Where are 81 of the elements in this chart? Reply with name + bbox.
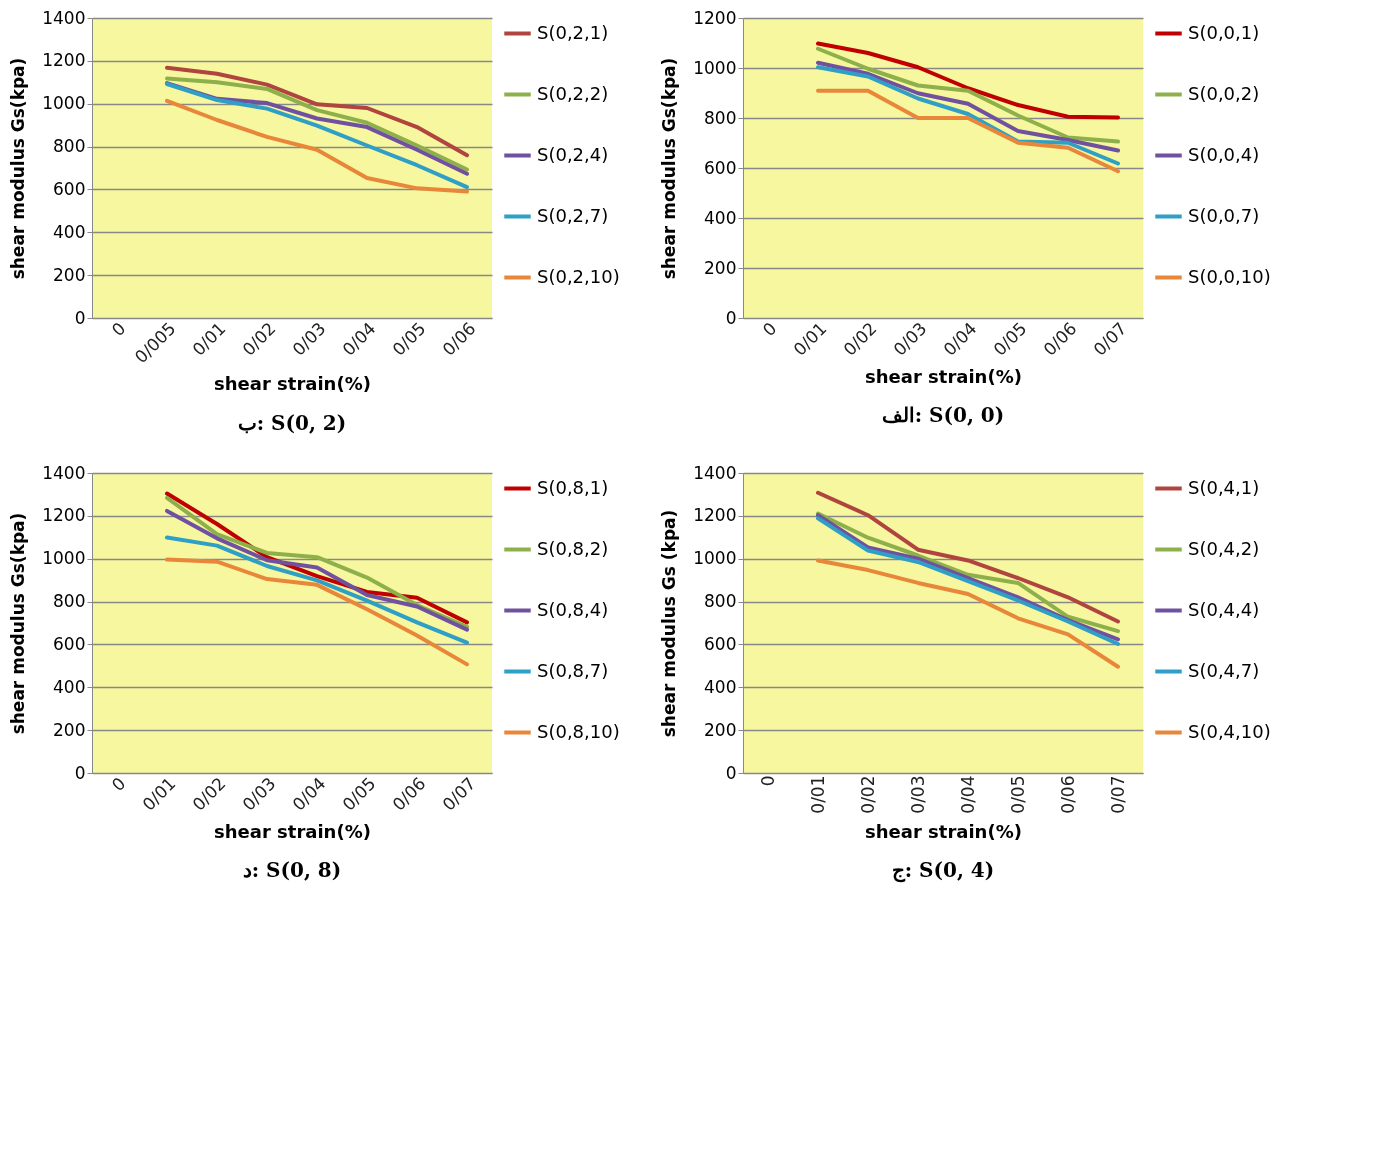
y-tick-label: 1000 — [693, 548, 737, 569]
x-axis-title: shear strain(%) — [865, 365, 1022, 387]
legend-label: S(0,0,7) — [1188, 204, 1260, 226]
x-tick-label: 0/01 — [807, 775, 828, 814]
legend-label: S(0,8,10) — [537, 720, 620, 742]
y-tick-label: 600 — [53, 633, 86, 654]
legend-label: S(0,8,2) — [537, 537, 609, 559]
legend-label: S(0,4,1) — [1188, 476, 1260, 498]
legend-label: S(0,2,10) — [537, 265, 620, 287]
line-series — [165, 65, 469, 158]
x-axis-title: shear strain(%) — [214, 373, 371, 395]
line-series — [165, 98, 469, 194]
x-tick-label: 0 — [107, 318, 130, 341]
legend-label: S(0,8,1) — [537, 476, 609, 498]
legend-label: S(0,2,1) — [537, 21, 609, 43]
x-tick-label: 0/03 — [907, 775, 928, 814]
y-tick-label: 600 — [704, 633, 737, 654]
legend-label: S(0,2,7) — [537, 204, 609, 226]
x-tick-label: 0 — [757, 775, 778, 787]
y-tick-label: 200 — [53, 264, 86, 285]
y-tick-label: 200 — [704, 257, 737, 278]
y-tick-label: 1200 — [42, 50, 86, 71]
x-tick-label: 0/05 — [1007, 775, 1028, 814]
line-series — [816, 558, 1120, 669]
legend-label: S(0,8,7) — [537, 659, 609, 681]
x-axis-title: shear strain(%) — [214, 820, 371, 842]
x-tick-label: 0/06 — [1057, 775, 1078, 814]
y-axis-title: shear modulus Gs(kpa) — [8, 512, 29, 735]
text: الف: S(0, 0) — [881, 403, 1005, 428]
y-tick-label: 200 — [53, 719, 86, 740]
legend-label: S(0,2,2) — [537, 82, 609, 104]
y-axis-title: shear modulus Gs(kpa) — [8, 57, 29, 280]
legend-label: S(0,2,4) — [537, 143, 609, 165]
line-series — [816, 60, 1120, 153]
line-series — [165, 535, 469, 645]
y-tick-label: 200 — [704, 719, 737, 740]
y-axis-title: shear modulus Gs (kpa) — [659, 509, 680, 738]
y-tick-label: 1400 — [42, 462, 86, 483]
y-tick-label: 1000 — [42, 548, 86, 569]
text: د: S(0, 8) — [242, 858, 342, 883]
y-tick-label: 400 — [53, 676, 86, 697]
x-tick-label: 0 — [758, 318, 781, 341]
y-tick-label: 1400 — [42, 7, 86, 28]
legend-label: S(0,8,4) — [537, 598, 609, 620]
x-tick-label: 0/04 — [957, 775, 978, 814]
legend-label: S(0,0,10) — [1188, 265, 1271, 287]
y-tick-label: 1400 — [693, 462, 737, 483]
y-tick-label: 400 — [704, 676, 737, 697]
x-axis-title: shear strain(%) — [865, 820, 1022, 842]
text: ب: S(0, 2) — [237, 410, 347, 435]
y-tick-label: 800 — [53, 136, 86, 157]
y-tick-label: 400 — [53, 221, 86, 242]
y-tick-label: 600 — [704, 157, 737, 178]
line-series — [816, 46, 1120, 144]
legend-label: S(0,0,1) — [1188, 21, 1260, 43]
y-tick-label: 800 — [704, 591, 737, 612]
legend-label: S(0,4,4) — [1188, 598, 1260, 620]
y-tick-label: 1200 — [42, 505, 86, 526]
y-tick-label: 800 — [704, 107, 737, 128]
legend-label: S(0,0,2) — [1188, 82, 1260, 104]
x-tick-label: 0/02 — [857, 775, 878, 814]
line-series — [816, 490, 1120, 624]
y-axis-title: shear modulus Gs(kpa) — [659, 57, 680, 280]
y-tick-label: 400 — [704, 207, 737, 228]
y-tick-label: 600 — [53, 178, 86, 199]
line-series — [816, 41, 1120, 120]
legend-label: S(0,4,7) — [1188, 659, 1260, 681]
y-tick-label: 1000 — [693, 57, 737, 78]
text: ج: S(0, 4) — [891, 858, 995, 884]
line-series — [165, 557, 469, 667]
x-tick-label: 0/07 — [1107, 775, 1128, 814]
x-tick-label: 0 — [107, 773, 130, 796]
y-tick-label: 800 — [53, 591, 86, 612]
legend-label: S(0,4,10) — [1188, 720, 1271, 742]
y-tick-label: 1200 — [693, 7, 737, 28]
y-tick-label: 1200 — [693, 505, 737, 526]
line-series — [816, 65, 1120, 166]
y-tick-label: 1000 — [42, 93, 86, 114]
line-series — [816, 88, 1120, 174]
legend-label: S(0,4,2) — [1188, 537, 1260, 559]
legend-label: S(0,0,4) — [1188, 143, 1260, 165]
